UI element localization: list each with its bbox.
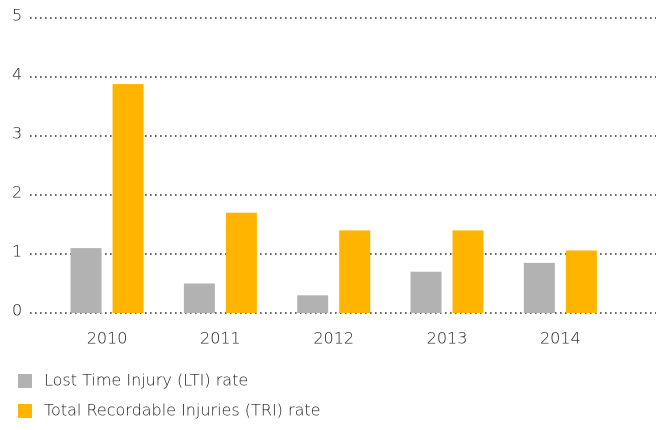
x-tick-label: 2014 [540, 329, 581, 348]
bar [565, 250, 597, 313]
y-tick-label: 0 [12, 301, 22, 320]
y-tick-label: 4 [12, 65, 22, 84]
legend-swatch [18, 374, 32, 388]
bar [183, 283, 215, 313]
bar [225, 212, 257, 313]
bar [410, 271, 442, 313]
legend-label: Lost Time Injury (LTI) rate [44, 371, 248, 390]
x-tick-label: 2013 [427, 329, 468, 348]
legend-label: Total Recordable Injuries (TRI) rate [44, 401, 320, 420]
legend-swatch [18, 404, 32, 418]
bar [523, 262, 555, 313]
bar [70, 248, 102, 313]
bar [452, 230, 484, 313]
y-tick-label: 1 [12, 242, 22, 261]
y-tick-label: 2 [12, 183, 22, 202]
x-tick-label: 2012 [313, 329, 354, 348]
y-tick-label: 5 [12, 6, 22, 25]
bar [339, 230, 371, 313]
x-tick-label: 2011 [200, 329, 241, 348]
bar [112, 84, 144, 313]
y-tick-label: 3 [12, 124, 22, 143]
x-tick-label: 2010 [87, 329, 128, 348]
bar [297, 295, 329, 313]
